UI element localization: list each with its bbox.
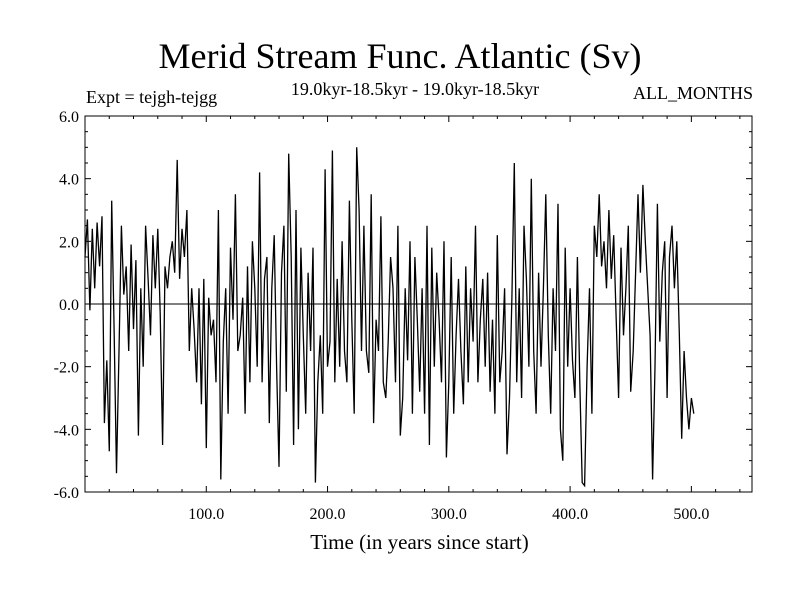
x-tick-label: 400.0 (552, 506, 588, 523)
data-series (84, 147, 695, 488)
y-axis-ticks: -6.0 -4.0 -2.0 0.0 2.0 4.0 6.0 (54, 109, 752, 502)
x-axis-label: Time (in years since start) (310, 530, 529, 554)
y-tick-label: -2.0 (54, 360, 79, 377)
plot-frame (84, 115, 753, 493)
series-line-0 (84, 147, 695, 488)
experiment-label: Expt = tejgh-tejgg (86, 87, 218, 107)
period-label: ALL_MONTHS (633, 83, 753, 103)
y-tick-label: 6.0 (59, 109, 79, 126)
y-tick-label: 0.0 (59, 297, 79, 314)
x-tick-label: 500.0 (673, 506, 709, 523)
x-axis-ticks: 100.0 200.0 300.0 400.0 500.0 (108, 116, 741, 523)
chart-title: Merid Stream Func. Atlantic (Sv) (158, 36, 642, 76)
x-tick-label: 300.0 (431, 506, 467, 523)
y-tick-label: -6.0 (54, 485, 79, 502)
y-tick-label: 4.0 (59, 172, 79, 189)
y-tick-label: -4.0 (54, 422, 79, 439)
x-tick-label: 100.0 (188, 506, 224, 523)
x-tick-label: 200.0 (310, 506, 346, 523)
y-tick-label: 2.0 (59, 234, 79, 251)
chart-subtitle: 19.0kyr-18.5kyr - 19.0kyr-18.5kyr (290, 79, 540, 99)
